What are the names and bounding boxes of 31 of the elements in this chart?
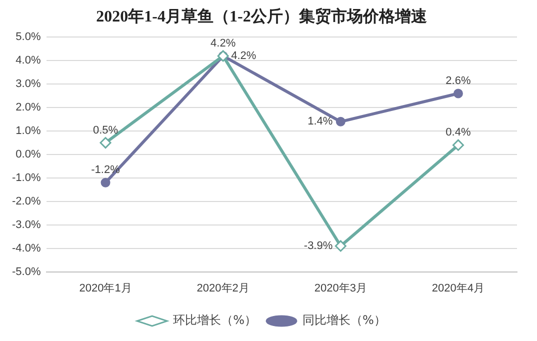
y-tick-label: 4.0% bbox=[16, 54, 41, 67]
legend-label: 同比增长（%） bbox=[302, 313, 386, 328]
y-tick-label: -5.0% bbox=[12, 266, 41, 278]
y-tick-label: 3.0% bbox=[16, 78, 41, 90]
y-tick-label: 0.0% bbox=[16, 148, 41, 161]
point bbox=[100, 137, 112, 149]
chart-title: 2020年1-4月草鱼（1-2公斤）集贸市场价格增速 bbox=[96, 8, 428, 26]
data-label: 1.4% bbox=[308, 116, 333, 128]
point bbox=[452, 139, 464, 151]
y-tick-label: 1.0% bbox=[16, 125, 41, 138]
x-tick-label: 2020年4月 bbox=[432, 282, 485, 294]
data-label: 2.6% bbox=[446, 75, 471, 88]
x-tick-label: 2020年1月 bbox=[79, 282, 132, 294]
y-tick-label: -3.0% bbox=[12, 218, 41, 231]
data-label: -3.9% bbox=[304, 240, 333, 252]
data-label: 0.5% bbox=[92, 124, 118, 136]
point bbox=[100, 178, 110, 188]
data-label: 4.2% bbox=[210, 38, 236, 50]
point bbox=[336, 116, 346, 126]
x-tick-label: 2020年2月 bbox=[196, 282, 250, 294]
data-label: 0.4% bbox=[446, 126, 471, 139]
point bbox=[453, 88, 463, 98]
point bbox=[334, 240, 346, 252]
y-tick-label: -2.0% bbox=[12, 195, 41, 208]
x-tick-label: 2020年3月 bbox=[314, 282, 367, 294]
data-label: 4.2% bbox=[231, 50, 256, 62]
legend-label: 环比增长（%） bbox=[173, 313, 257, 328]
y-tick-label: -4.0% bbox=[12, 242, 41, 254]
y-tick-label: 5.0% bbox=[16, 31, 41, 44]
y-tick-label: -1.0% bbox=[12, 172, 41, 184]
y-tick-label: 2.0% bbox=[16, 102, 41, 114]
